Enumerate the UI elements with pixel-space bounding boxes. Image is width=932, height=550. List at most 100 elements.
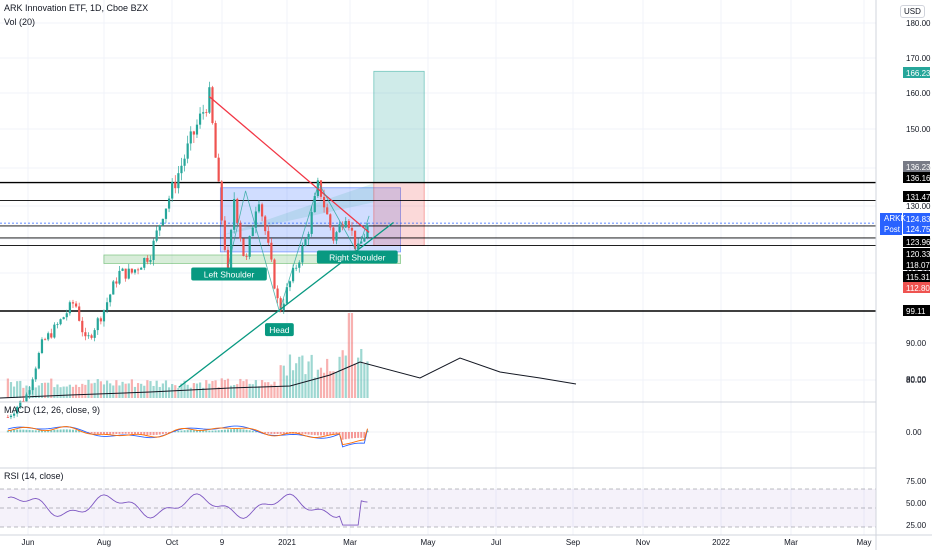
volume-bar <box>310 354 313 398</box>
candle-body <box>136 269 140 271</box>
macd-histogram-bar <box>192 430 195 433</box>
candle-body <box>62 317 65 320</box>
candle-body <box>43 339 47 341</box>
time-tick-label: 2022 <box>712 538 730 547</box>
candle-body <box>298 262 301 268</box>
macd-histogram-bar <box>59 429 62 433</box>
macd-histogram-bar <box>124 432 127 434</box>
macd-histogram-bar <box>62 429 65 433</box>
macd-histogram-bar <box>350 432 353 439</box>
candle-body <box>87 335 90 337</box>
macd-histogram-bar <box>273 432 276 435</box>
candle-body <box>74 303 78 307</box>
volume-bar <box>19 380 22 398</box>
candle-body <box>40 339 44 354</box>
price-tick-label: 150.00 <box>906 125 931 134</box>
macd-histogram-bar <box>245 429 248 433</box>
volume-bar <box>93 382 96 398</box>
price-tick-label: 130.00 <box>906 202 931 211</box>
candle-body <box>229 229 233 269</box>
macd-histogram-bar <box>71 429 74 433</box>
volume-bar <box>71 386 75 398</box>
candle-body <box>329 214 332 228</box>
macd-histogram-bar <box>236 429 239 433</box>
candle-body <box>96 318 99 331</box>
candle-body <box>236 198 239 223</box>
candle-body <box>239 222 242 239</box>
volume-bar <box>332 371 335 398</box>
candle-body <box>248 236 251 257</box>
price-label-value: 136.16 <box>906 174 931 183</box>
volume-bar <box>276 387 279 398</box>
volume-bar <box>53 387 56 398</box>
macd-histogram-bar <box>282 432 285 434</box>
time-tick-label: May <box>420 538 435 547</box>
volume-bar <box>167 387 171 398</box>
candle-body <box>301 245 304 263</box>
candle-body <box>304 239 307 246</box>
candle-body <box>34 368 37 380</box>
candle-body <box>226 249 230 269</box>
macd-histogram-bar <box>19 429 22 433</box>
price-label-tag <box>903 172 930 183</box>
volume-bar <box>146 380 149 398</box>
time-tick-label: Jul <box>491 538 501 547</box>
volume-bar <box>304 374 307 398</box>
volume-bar <box>189 387 192 398</box>
macd-histogram-bar <box>140 432 143 435</box>
volume-bar <box>347 313 350 398</box>
macd-histogram-bar <box>344 432 347 440</box>
volume-bar <box>34 387 37 398</box>
volume-bar <box>90 383 93 398</box>
macd-histogram-bar <box>13 429 16 433</box>
volume-bar <box>344 355 347 398</box>
macd-histogram-bar <box>254 431 257 433</box>
volume-bar <box>341 350 344 398</box>
price-label-tag <box>903 191 930 202</box>
candle-body <box>335 232 338 241</box>
volume-bar <box>353 363 357 398</box>
candle-body <box>357 243 360 250</box>
volume-bar <box>140 383 143 398</box>
macd-histogram-bar <box>214 430 217 433</box>
price-label-tag <box>903 67 930 78</box>
volume-bar <box>96 379 99 398</box>
currency-label[interactable]: USD <box>900 5 925 18</box>
candle-body <box>291 267 295 282</box>
candle-body <box>143 258 146 268</box>
time-tick-label: Oct <box>166 538 179 547</box>
volume-bar <box>295 363 298 398</box>
macd-histogram-bar <box>199 430 202 433</box>
candle-body <box>223 220 226 250</box>
volume-bar <box>329 371 332 398</box>
candle-body <box>22 400 25 402</box>
candle-body <box>295 267 298 269</box>
macd-histogram-bar <box>127 432 130 434</box>
candle-body <box>220 181 223 221</box>
volume-bar <box>40 383 44 398</box>
volume-bar <box>273 381 276 398</box>
macd-histogram-bar <box>366 430 369 433</box>
macd-histogram-bar <box>329 432 332 435</box>
macd-histogram-bar <box>304 432 307 435</box>
volume-bar <box>158 386 161 398</box>
volume-bar <box>59 387 62 398</box>
candle-body <box>47 333 50 340</box>
candle-body <box>189 131 192 144</box>
macd-histogram-bar <box>6 430 9 433</box>
macd-histogram-bar <box>202 430 205 433</box>
macd-histogram-bar <box>233 429 236 433</box>
candle-body <box>121 268 124 271</box>
macd-histogram-bar <box>189 430 192 433</box>
candle-body <box>363 237 366 242</box>
candle-body <box>6 417 9 418</box>
volume-bar <box>363 364 366 398</box>
volume-bar <box>62 386 65 398</box>
candle-body <box>344 220 347 228</box>
volume-bar <box>257 386 261 398</box>
candle-body <box>25 394 28 402</box>
candle-body <box>152 240 155 261</box>
candle-body <box>183 158 186 166</box>
candle-body <box>112 281 115 295</box>
